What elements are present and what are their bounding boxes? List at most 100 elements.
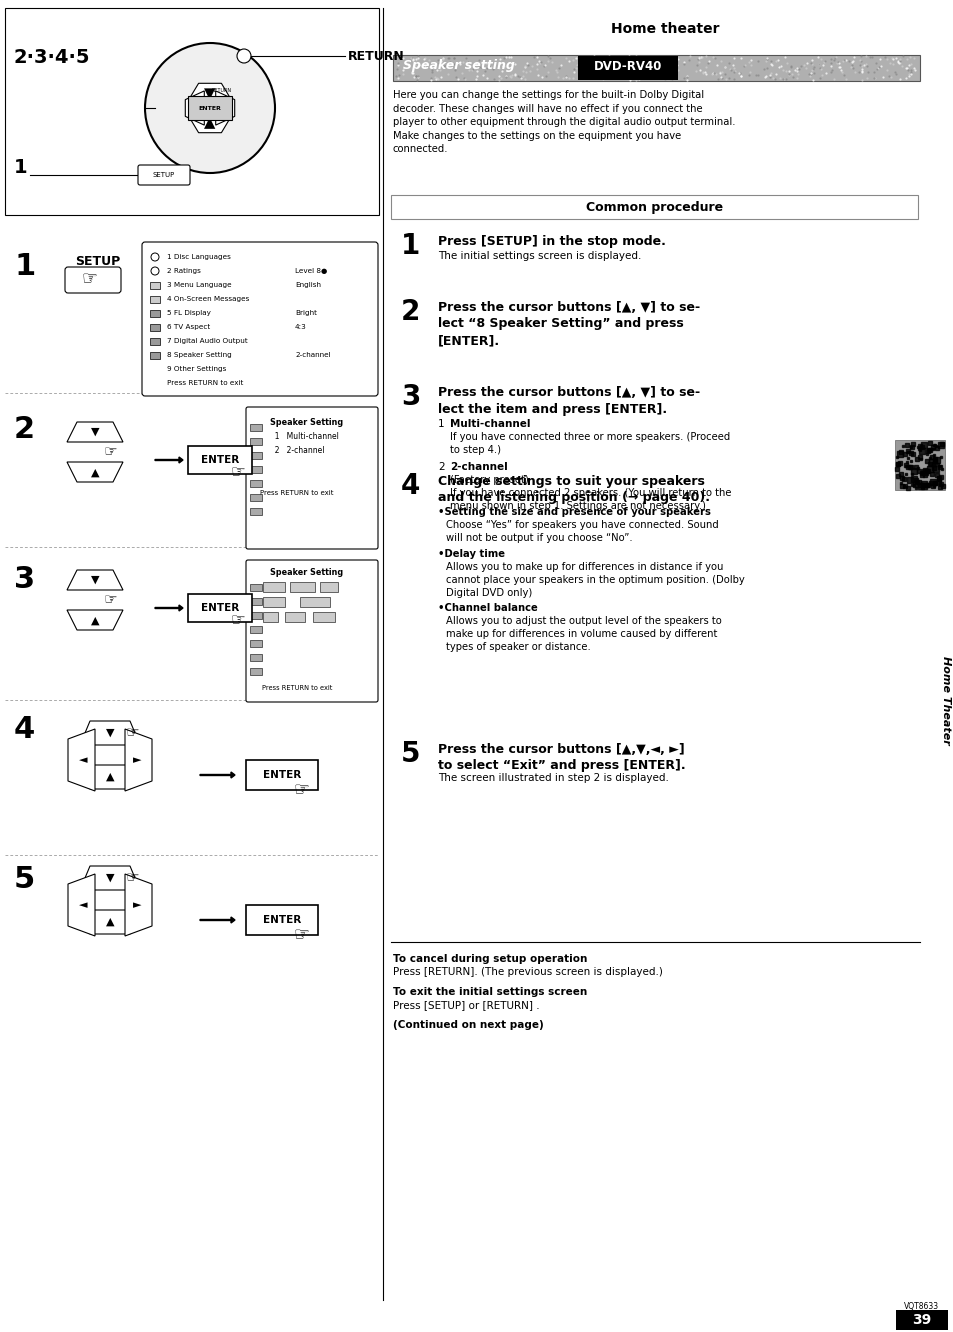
FancyBboxPatch shape bbox=[188, 446, 252, 474]
FancyBboxPatch shape bbox=[263, 597, 285, 607]
Text: ☞: ☞ bbox=[103, 593, 116, 607]
Text: 2·3·4·5: 2·3·4·5 bbox=[14, 48, 91, 67]
Text: ▲: ▲ bbox=[106, 916, 114, 927]
Text: Speaker Setting: Speaker Setting bbox=[270, 418, 343, 428]
Text: Press RETURN to exit: Press RETURN to exit bbox=[260, 490, 334, 496]
FancyBboxPatch shape bbox=[285, 611, 305, 622]
Text: Press [SETUP] in the stop mode.: Press [SETUP] in the stop mode. bbox=[437, 234, 665, 248]
Text: ENTER: ENTER bbox=[201, 456, 239, 465]
Text: 4: 4 bbox=[400, 472, 420, 500]
Text: Multi-channel: Multi-channel bbox=[450, 420, 530, 429]
Text: ▼: ▼ bbox=[204, 87, 215, 101]
Text: •Setting the size and presence of your speakers: •Setting the size and presence of your s… bbox=[437, 507, 710, 517]
FancyBboxPatch shape bbox=[150, 324, 160, 330]
Polygon shape bbox=[67, 462, 123, 482]
Polygon shape bbox=[67, 422, 123, 442]
Text: Press RETURN to exit: Press RETURN to exit bbox=[167, 380, 243, 386]
Text: Level 8●: Level 8● bbox=[294, 268, 327, 274]
Text: ☞: ☞ bbox=[82, 269, 98, 286]
Polygon shape bbox=[187, 113, 233, 133]
Text: Press the cursor buttons [▲, ▼] to se-
lect “8 Speaker Setting” and press
[ENTER: Press the cursor buttons [▲, ▼] to se- l… bbox=[437, 301, 700, 348]
Text: VQT8633: VQT8633 bbox=[903, 1303, 939, 1312]
Polygon shape bbox=[80, 765, 140, 789]
FancyBboxPatch shape bbox=[250, 494, 262, 501]
Text: ENTER: ENTER bbox=[263, 915, 301, 924]
FancyBboxPatch shape bbox=[150, 338, 160, 345]
Text: ☞: ☞ bbox=[231, 611, 245, 629]
Polygon shape bbox=[67, 610, 123, 630]
Text: RETURN: RETURN bbox=[212, 88, 232, 92]
Text: 2-channel: 2-channel bbox=[294, 352, 331, 358]
FancyBboxPatch shape bbox=[290, 582, 314, 591]
Text: ENTER: ENTER bbox=[198, 105, 221, 111]
Polygon shape bbox=[185, 91, 204, 125]
Polygon shape bbox=[68, 729, 95, 791]
Polygon shape bbox=[215, 91, 234, 125]
Text: •Delay time: •Delay time bbox=[437, 549, 504, 559]
Text: ☞: ☞ bbox=[294, 924, 310, 943]
Text: 5: 5 bbox=[400, 741, 420, 769]
Polygon shape bbox=[80, 910, 140, 934]
Text: Choose “Yes” for speakers you have connected. Sound
will not be output if you ch: Choose “Yes” for speakers you have conne… bbox=[446, 519, 718, 543]
Text: Home Theater: Home Theater bbox=[940, 655, 950, 745]
Text: 2-channel: 2-channel bbox=[450, 462, 507, 472]
Text: Bright: Bright bbox=[294, 310, 316, 316]
FancyBboxPatch shape bbox=[150, 352, 160, 360]
FancyBboxPatch shape bbox=[250, 639, 262, 647]
Text: 3 Menu Language: 3 Menu Language bbox=[167, 282, 232, 288]
Text: Press [RETURN]. (The previous screen is displayed.): Press [RETURN]. (The previous screen is … bbox=[393, 967, 662, 976]
Text: RETURN: RETURN bbox=[348, 49, 404, 63]
Polygon shape bbox=[67, 570, 123, 590]
FancyBboxPatch shape bbox=[246, 904, 317, 935]
FancyBboxPatch shape bbox=[150, 296, 160, 302]
Text: ENTER: ENTER bbox=[263, 770, 301, 781]
Text: ENTER: ENTER bbox=[201, 603, 239, 613]
Text: To cancel during setup operation: To cancel during setup operation bbox=[393, 954, 587, 964]
Text: 5 FL Display: 5 FL Display bbox=[167, 310, 211, 316]
Text: 1: 1 bbox=[437, 420, 444, 429]
Text: 2: 2 bbox=[437, 462, 444, 472]
Ellipse shape bbox=[145, 43, 274, 173]
Circle shape bbox=[151, 253, 159, 261]
FancyBboxPatch shape bbox=[65, 266, 121, 293]
Text: 3: 3 bbox=[400, 384, 420, 412]
Text: 2   2-channel: 2 2-channel bbox=[270, 446, 324, 456]
FancyBboxPatch shape bbox=[5, 8, 378, 214]
Text: 6 TV Aspect: 6 TV Aspect bbox=[167, 324, 210, 330]
Text: Press [SETUP] or [RETURN] .: Press [SETUP] or [RETURN] . bbox=[393, 1000, 539, 1010]
FancyBboxPatch shape bbox=[250, 598, 262, 605]
FancyBboxPatch shape bbox=[263, 611, 277, 622]
Text: Press the cursor buttons [▲, ▼] to se-
lect the item and press [ENTER].: Press the cursor buttons [▲, ▼] to se- l… bbox=[437, 386, 700, 416]
FancyBboxPatch shape bbox=[188, 594, 252, 622]
Text: Home theater: Home theater bbox=[611, 23, 719, 36]
Text: ►: ► bbox=[132, 900, 141, 910]
Polygon shape bbox=[200, 773, 234, 778]
FancyBboxPatch shape bbox=[894, 440, 944, 490]
FancyBboxPatch shape bbox=[250, 438, 262, 445]
FancyBboxPatch shape bbox=[263, 582, 285, 591]
Circle shape bbox=[236, 49, 251, 63]
Polygon shape bbox=[80, 866, 140, 890]
Text: ☞: ☞ bbox=[103, 445, 116, 460]
Text: Allows you to make up for differences in distance if you
cannot place your speak: Allows you to make up for differences in… bbox=[446, 562, 744, 598]
Text: ▼: ▼ bbox=[91, 575, 99, 585]
Polygon shape bbox=[154, 605, 183, 611]
Text: ◄: ◄ bbox=[190, 100, 201, 116]
Text: 2 Ratings: 2 Ratings bbox=[167, 268, 201, 274]
Text: ▼: ▼ bbox=[91, 428, 99, 437]
Text: ►: ► bbox=[132, 755, 141, 765]
FancyBboxPatch shape bbox=[250, 611, 262, 619]
Text: 5: 5 bbox=[14, 864, 35, 894]
Text: ▲: ▲ bbox=[204, 115, 215, 131]
Text: ▲: ▲ bbox=[106, 773, 114, 782]
Text: Here you can change the settings for the built-in Dolby Digital
decoder. These c: Here you can change the settings for the… bbox=[393, 91, 735, 155]
Text: ▲: ▲ bbox=[91, 615, 99, 626]
FancyBboxPatch shape bbox=[313, 611, 335, 622]
FancyBboxPatch shape bbox=[250, 669, 262, 675]
Polygon shape bbox=[68, 874, 95, 936]
FancyBboxPatch shape bbox=[250, 466, 262, 473]
FancyBboxPatch shape bbox=[895, 1309, 947, 1329]
Text: 4: 4 bbox=[14, 715, 35, 745]
Text: 7 Digital Audio Output: 7 Digital Audio Output bbox=[167, 338, 248, 344]
Text: Press RETURN to exit: Press RETURN to exit bbox=[262, 685, 332, 691]
